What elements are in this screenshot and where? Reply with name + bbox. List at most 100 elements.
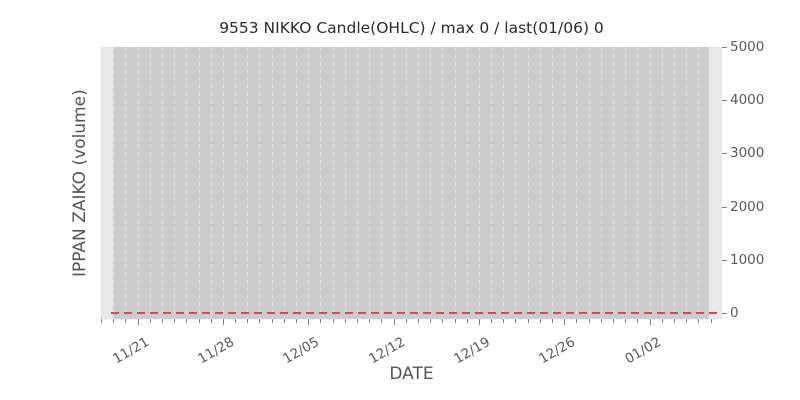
minor-gridline xyxy=(210,47,212,319)
minor-gridline xyxy=(552,47,554,319)
minor-gridline xyxy=(198,47,200,319)
y-tick xyxy=(722,153,727,155)
y-tick xyxy=(722,206,727,208)
minor-gridline xyxy=(381,47,383,319)
minor-gridline xyxy=(308,47,310,319)
x-major-tick xyxy=(222,319,224,325)
x-minor-tick xyxy=(161,319,163,323)
y-tick-label: 5000 xyxy=(730,39,765,55)
minor-gridline xyxy=(600,47,602,319)
x-minor-tick xyxy=(454,319,456,323)
minor-gridline xyxy=(320,47,322,319)
minor-gridline xyxy=(478,47,480,319)
x-major-tick xyxy=(137,319,139,325)
x-tick-label: 12/19 xyxy=(451,334,493,368)
x-minor-tick xyxy=(101,319,102,323)
x-minor-tick xyxy=(527,319,529,323)
x-minor-tick xyxy=(198,319,200,323)
minor-gridline xyxy=(588,47,590,319)
minor-gridline xyxy=(235,47,237,319)
x-minor-tick xyxy=(259,319,261,323)
x-minor-tick xyxy=(539,319,541,323)
x-minor-tick xyxy=(344,319,346,323)
x-minor-tick xyxy=(686,319,688,323)
x-minor-tick xyxy=(381,319,383,323)
x-minor-tick xyxy=(661,319,663,323)
x-minor-tick xyxy=(710,319,712,323)
minor-gridline xyxy=(673,47,675,319)
x-minor-tick xyxy=(637,319,639,323)
minor-gridline xyxy=(417,47,419,319)
minor-gridline xyxy=(612,47,614,319)
minor-gridline xyxy=(344,47,346,319)
minor-gridline xyxy=(515,47,517,319)
minor-gridline xyxy=(271,47,273,319)
chart-title: 9553 NIKKO Candle(OHLC) / max 0 / last(0… xyxy=(219,19,604,37)
y-tick-label: 3000 xyxy=(730,145,765,162)
x-minor-tick xyxy=(612,319,614,323)
x-minor-tick xyxy=(698,319,700,323)
y-tick-label: 0 xyxy=(730,305,739,321)
minor-gridline xyxy=(539,47,541,319)
minor-gridline xyxy=(125,47,127,319)
x-major-tick xyxy=(649,319,651,325)
x-minor-tick xyxy=(235,319,237,323)
plot-area xyxy=(101,47,727,325)
x-tick-label: 11/21 xyxy=(109,334,152,368)
y-tick xyxy=(722,47,727,48)
minor-gridline xyxy=(564,47,566,319)
minor-gridline xyxy=(466,47,468,319)
x-minor-tick xyxy=(466,319,468,323)
x-tick-label: 12/12 xyxy=(365,334,408,368)
x-minor-tick xyxy=(332,319,334,323)
minor-gridline xyxy=(174,47,176,319)
x-minor-tick xyxy=(271,319,273,323)
x-minor-tick xyxy=(369,319,371,323)
minor-gridline xyxy=(503,47,505,319)
y-tick xyxy=(722,313,727,314)
x-minor-tick xyxy=(405,319,407,323)
minor-gridline xyxy=(698,47,700,319)
x-minor-tick xyxy=(149,319,151,323)
x-major-tick xyxy=(393,319,395,325)
minor-gridline xyxy=(405,47,407,319)
minor-gridline xyxy=(186,47,188,319)
minor-gridline xyxy=(454,47,456,319)
x-minor-tick xyxy=(576,319,578,323)
minor-gridline xyxy=(661,47,663,319)
minor-gridline xyxy=(356,47,358,319)
minor-gridline xyxy=(259,47,261,319)
y-tick-label: 1000 xyxy=(730,251,765,268)
minor-gridline xyxy=(442,47,444,319)
x-minor-tick xyxy=(430,319,432,323)
x-major-tick xyxy=(478,319,480,325)
minor-gridline xyxy=(527,47,529,319)
x-major-tick xyxy=(308,319,310,325)
x-minor-tick xyxy=(320,319,322,323)
y-tick xyxy=(722,259,727,261)
minor-gridline xyxy=(576,47,578,319)
x-minor-tick xyxy=(417,319,419,323)
minor-gridline xyxy=(649,47,651,319)
y-axis-label: IPPAN ZAIKO (volume) xyxy=(70,89,90,277)
minor-gridline xyxy=(137,47,139,319)
x-major-tick xyxy=(564,319,566,325)
minor-gridline xyxy=(625,47,627,319)
minor-gridline xyxy=(393,47,395,319)
x-minor-tick xyxy=(174,319,176,323)
minor-gridline xyxy=(332,47,334,319)
x-tick-label: 01/02 xyxy=(621,334,664,368)
minor-gridline xyxy=(369,47,371,319)
zero-volume-line xyxy=(111,312,717,314)
minor-gridline xyxy=(113,47,115,319)
minor-gridline xyxy=(222,47,224,319)
x-minor-tick xyxy=(515,319,517,323)
minor-gridline xyxy=(491,47,493,319)
x-minor-tick xyxy=(125,319,127,323)
x-minor-tick xyxy=(600,319,602,323)
y-tick xyxy=(722,100,727,102)
x-minor-tick xyxy=(552,319,554,323)
data-span-background xyxy=(113,47,709,319)
x-minor-tick xyxy=(503,319,505,323)
